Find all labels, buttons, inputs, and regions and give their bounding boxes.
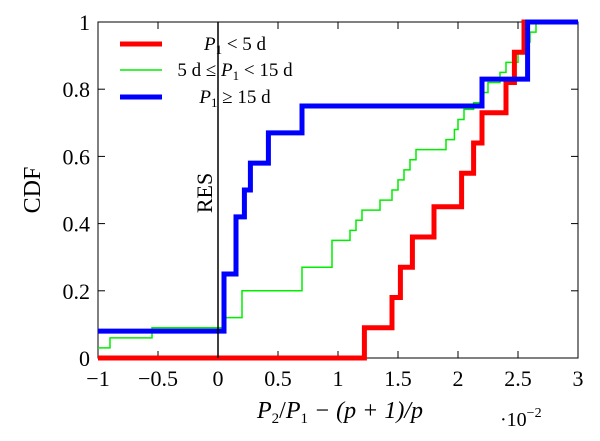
series-line-2 — [98, 19, 578, 334]
x-tick-label: 0 — [213, 366, 224, 391]
series-layer — [98, 19, 578, 361]
x-tick-label: 2.5 — [504, 366, 532, 391]
y-tick-label: 0.6 — [63, 144, 91, 169]
legend-label: P1 ≥ 15 d — [198, 87, 271, 110]
x-tick-label: −0.5 — [138, 366, 178, 391]
y-tick-label: 0.8 — [63, 77, 91, 102]
tick-labels: −1 −0.5 0 0.5 1 1.5 2 2.5 3 0 0.2 0.4 0.6 0.8 1 — [63, 10, 584, 391]
x-tick-label: 1 — [333, 366, 344, 391]
series-line-1 — [98, 21, 578, 349]
legend: P1 < 5 d 5 d ≤ P1 < 15 d P1 ≥ 15 d — [120, 34, 293, 110]
axis-ticks — [97, 21, 579, 359]
legend-label: 5 d ≤ P1 < 15 d — [177, 60, 293, 83]
x-axis-multiplier: ·10−2 — [500, 406, 542, 431]
x-axis-title: P2/P1 − (p + 1)/p — [256, 398, 423, 427]
x-tick-label: −1 — [86, 366, 109, 391]
svg-text:P2/P1 − (p + 1)/p: P2/P1 − (p + 1)/p — [256, 398, 423, 427]
y-axis-title: CDF — [20, 167, 46, 214]
x-tick-label: 1.5 — [384, 366, 412, 391]
y-tick-label: 0 — [79, 346, 90, 371]
x-tick-label: 0.5 — [264, 366, 292, 391]
res-label: RES — [192, 173, 217, 213]
y-tick-label: 0.2 — [63, 279, 91, 304]
x-tick-label: 2 — [453, 366, 464, 391]
x-tick-label: 3 — [573, 366, 584, 391]
y-tick-label: 0.4 — [63, 212, 91, 237]
res-annotation: RES — [192, 22, 219, 358]
series-line-0 — [98, 19, 578, 361]
legend-label: P1 < 5 d — [203, 34, 267, 57]
svg-text:·10−2: ·10−2 — [500, 406, 542, 431]
y-tick-label: 1 — [79, 10, 90, 35]
